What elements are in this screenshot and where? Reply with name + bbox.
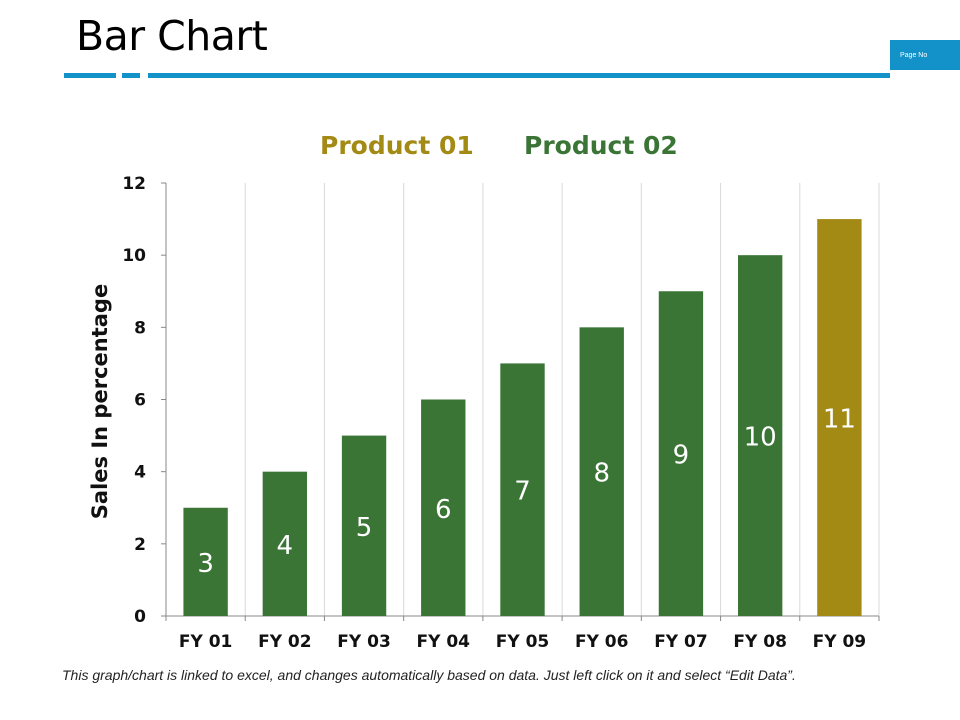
x-tick-label: FY 08 (733, 632, 787, 652)
bar (341, 435, 387, 616)
x-tick-label: FY 03 (337, 632, 391, 652)
slide-title: Bar Chart (76, 12, 268, 60)
bar-data-label: 7 (514, 477, 531, 507)
bar-chart: 0 2 4 6 8 10 12 FY 01 FY 02 FY 03 FY 04 FY 05 FY 06 F… (88, 131, 880, 652)
x-tick-label: FY 09 (813, 632, 867, 652)
bar-data-label: 11 (823, 405, 856, 435)
legend-entry: Product 02 (524, 131, 678, 160)
y-tick-label: 2 (134, 535, 146, 555)
bar (658, 291, 704, 616)
chart-footnote: This graph/chart is linked to excel, and… (62, 667, 796, 683)
bar-data-label: 10 (744, 423, 777, 453)
bar (183, 507, 228, 616)
bar (579, 327, 624, 616)
page-number-badge: Page No (890, 40, 960, 70)
title-rule (148, 73, 890, 78)
x-tick-label: FY 02 (258, 632, 312, 652)
y-tick-label: 8 (134, 318, 146, 338)
bar (421, 399, 466, 616)
bar-data-label: 3 (197, 549, 214, 579)
y-tick-label: 10 (122, 246, 146, 266)
title-rule-segment (122, 73, 140, 78)
x-tick-label: FY 05 (496, 632, 550, 652)
bar-data-label: 9 (673, 441, 690, 471)
y-axis-title: Sales In percentage (88, 284, 112, 519)
bar (817, 219, 862, 617)
y-tick-label: 6 (134, 391, 146, 411)
y-tick-label: 4 (134, 463, 146, 483)
y-tick-label: 0 (134, 607, 146, 627)
x-tick-label: FY 01 (179, 632, 233, 652)
y-tick-label: 12 (122, 174, 146, 194)
bar (500, 363, 545, 616)
bar-data-label: 4 (277, 531, 294, 561)
bar-data-label: 8 (593, 459, 610, 489)
x-tick-label: FY 07 (654, 632, 708, 652)
legend-entry: Product 01 (320, 131, 474, 160)
bar-data-label: 5 (356, 513, 373, 543)
bar-data-label: 6 (435, 495, 452, 525)
bar (262, 471, 308, 616)
x-tick-label: FY 06 (575, 632, 629, 652)
bar (737, 255, 783, 616)
page-number-label: Page No (900, 51, 928, 59)
x-tick-label: FY 04 (417, 632, 471, 652)
title-rule-segment (64, 73, 116, 78)
